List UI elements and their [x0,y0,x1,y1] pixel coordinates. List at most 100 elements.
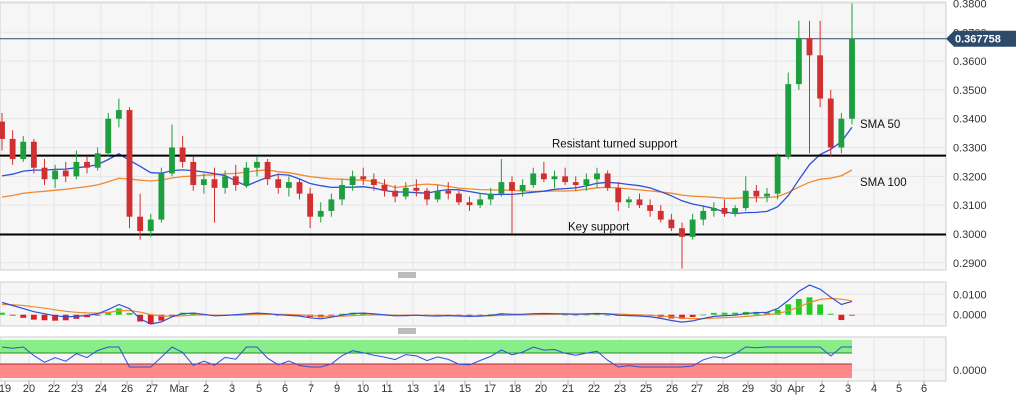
macd-histogram-bar [115,308,122,315]
candle-body [700,210,707,220]
date-tick-label: 20 [535,383,547,395]
macd-histogram-bar [62,314,69,321]
macd-line [1,284,853,325]
candle-body [126,110,133,217]
candle-body [625,199,632,203]
macd-histogram-bar [679,314,685,319]
candle-body [849,38,855,119]
candle-body [200,179,207,185]
candle-body [530,173,537,185]
candle-body [753,190,760,197]
candle-body [328,199,335,211]
candle-body [94,153,101,168]
date-tick-label: 9 [334,383,340,395]
candle-body [232,176,239,185]
macd-histogram-bar [689,314,696,317]
candle-body [52,170,59,180]
price-tick-label: 0.3500 [953,85,987,97]
date-tick-label: 28 [717,383,729,395]
candle-body [20,141,27,160]
candle-body [360,176,367,180]
candle-body [222,176,229,188]
date-tick-label: 11 [381,383,392,395]
price-tick-label: 0.3000 [953,229,987,241]
date-tick-label: Apr [787,383,804,395]
candle-body [721,208,728,214]
macd-histogram-bar [572,314,579,316]
macd-histogram-bar [20,314,27,318]
macd-histogram-bar [785,304,792,315]
macd-histogram-bar [838,314,845,321]
candle-body [455,193,462,203]
candle-body [827,98,834,148]
candle-body [562,176,569,183]
date-tick-label: 24 [95,383,107,395]
candle-body [296,182,303,194]
macd-histogram-bar [817,304,824,315]
current-price-label: 0.367758 [955,34,1001,46]
candle-body [211,179,218,188]
date-tick-label: 5 [896,383,902,395]
macd-histogram-bar [0,312,5,315]
macd-histogram-bar [52,314,59,321]
candle-body [838,118,845,148]
candle-body [732,208,739,214]
oscillator-line [1,346,852,368]
macd-histogram-bar [806,297,813,315]
date-tick-label: 26 [666,383,678,395]
candle-body [689,219,696,237]
resize-grip-macd[interactable] [398,272,416,278]
macd-histogram-bar [764,312,770,315]
candle-body [115,110,122,119]
macd-histogram-bar [105,311,112,315]
candle-body [381,184,388,191]
price-tick-label: 0.3300 [953,143,987,155]
macd-histogram-bar [604,314,611,316]
macd-histogram-bar [190,312,197,315]
rsi-tick-label: 0.0000 [953,365,987,377]
date-tick-label: 22 [48,383,60,395]
macd-panel [0,281,947,327]
resistant-turned-support-label: Resistant turned support [552,139,678,151]
sma-50-label: SMA 50 [860,119,900,131]
candle-body [402,187,409,197]
candle-body [190,161,197,185]
macd-histogram-bar [339,313,345,315]
candles [0,3,855,269]
date-tick-label: 3 [229,383,235,395]
candle-body [594,173,600,180]
resize-grip-rsi[interactable] [398,328,416,334]
key-support-label: Key support [568,222,630,234]
candle-body [317,210,324,217]
candle-body [668,219,675,229]
candle-body [466,202,473,206]
macd-histogram-bar [487,314,494,316]
date-tick-label: 2 [203,383,209,395]
candle-body [413,187,420,191]
date-tick-label: 3 [845,383,851,395]
candle-body [73,161,80,177]
candle-body [179,147,186,162]
price-tick-label: 0.2900 [953,258,987,270]
date-tick-label: 6 [921,383,927,395]
candle-body [9,138,16,160]
candle-body [806,38,813,56]
candle-body [583,179,590,185]
candle-body [254,161,260,168]
x-axis: 19 20 22 23 24 26 27 Mar 2 3 5 6 7 9 10 11 13 14 15 17 18 20 2… [0,381,927,395]
date-tick-label: 10 [357,383,369,395]
macd-histogram-bar [753,311,760,315]
date-tick-label: 21 [562,383,574,395]
date-tick-label: 20 [23,383,35,395]
candle-body [147,219,154,232]
macd-histogram-bar [594,314,600,316]
candle-body [62,170,69,177]
date-tick-label: 6 [282,383,288,395]
macd-histogram-bar [466,314,473,316]
candle-body [339,184,345,200]
macd-histogram-bar [158,314,165,321]
y-axis: 0.38000.37000.36000.35000.34000.33000.32… [946,0,1016,377]
macd-histogram-bar [849,314,855,316]
candle-body [817,55,824,99]
annotations: Resistant turned support Key support SMA 5… [552,119,907,233]
